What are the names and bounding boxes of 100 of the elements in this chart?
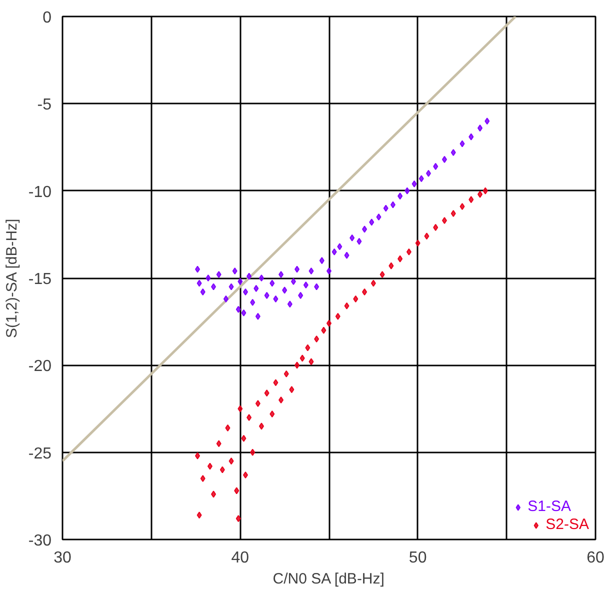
point [442, 156, 447, 163]
point [298, 292, 304, 299]
point [242, 288, 248, 296]
point [211, 283, 216, 290]
y-tick-label: 0 [42, 10, 52, 26]
point [211, 490, 216, 498]
legend-label: S1-SA [528, 498, 571, 515]
point [314, 283, 320, 290]
point [220, 466, 225, 474]
point [238, 278, 243, 285]
point [255, 312, 260, 320]
point [241, 309, 246, 316]
point [415, 240, 420, 247]
x-axis-title: C/N0 SA [dB-Hz] [272, 570, 384, 588]
point [232, 268, 238, 275]
point [335, 312, 340, 320]
point [216, 440, 222, 448]
y-tick-label: -5 [37, 96, 52, 114]
y-tick-label: -15 [28, 271, 52, 288]
point [287, 300, 292, 308]
point [398, 192, 403, 200]
point [398, 255, 403, 262]
point [482, 187, 488, 194]
point [319, 257, 324, 264]
point [207, 462, 212, 470]
point [282, 286, 288, 294]
point [255, 400, 260, 408]
point [195, 266, 200, 273]
point [270, 410, 275, 418]
point [460, 140, 465, 148]
y-axis-title: S(1,2)-SA [dB-Hz] [3, 218, 20, 338]
point [273, 295, 278, 302]
point [300, 354, 305, 362]
point [234, 487, 240, 494]
point [250, 298, 256, 306]
point [362, 226, 368, 233]
point [246, 414, 252, 421]
point [264, 292, 270, 299]
point [450, 148, 456, 156]
point [264, 390, 270, 397]
point [350, 234, 355, 242]
point [356, 238, 362, 245]
point [238, 405, 243, 412]
y-tick-label: -30 [28, 532, 52, 550]
point [246, 272, 252, 280]
point [294, 266, 300, 273]
point [406, 248, 412, 256]
point [337, 243, 342, 250]
point [242, 471, 248, 478]
point [450, 210, 456, 217]
point [308, 268, 314, 275]
point [228, 458, 234, 465]
point [258, 274, 264, 282]
point [478, 190, 483, 198]
point [294, 362, 300, 369]
point [321, 326, 326, 334]
point [426, 170, 431, 177]
point [388, 262, 394, 270]
point [290, 278, 296, 285]
y-tick-label: -25 [28, 445, 52, 462]
point [460, 203, 465, 210]
point [424, 232, 430, 240]
point [206, 274, 211, 282]
point [228, 283, 234, 290]
point [196, 512, 202, 519]
point [254, 284, 259, 292]
point [289, 386, 294, 394]
point [362, 288, 368, 296]
point [270, 280, 275, 287]
point [258, 422, 264, 430]
y-tick-label: -20 [28, 358, 52, 376]
point [196, 280, 202, 287]
point [303, 281, 308, 288]
point [433, 224, 438, 231]
point [278, 271, 284, 278]
point [284, 370, 289, 378]
point [433, 162, 438, 170]
point [216, 271, 222, 278]
point [305, 344, 310, 352]
point [273, 379, 278, 386]
point [241, 434, 246, 442]
point [223, 295, 228, 302]
point [484, 118, 490, 125]
x-tick-label: 40 [231, 550, 250, 566]
point [383, 204, 388, 212]
point [200, 474, 206, 482]
point [200, 288, 206, 296]
point [376, 213, 382, 220]
point [195, 452, 200, 460]
x-tick-label: 30 [54, 550, 72, 566]
point [353, 295, 358, 302]
point [442, 216, 447, 224]
point [236, 515, 241, 522]
point [412, 180, 417, 188]
y-tick-label: -10 [28, 184, 52, 201]
point [344, 252, 350, 259]
point [369, 218, 374, 226]
point [236, 306, 241, 313]
point [250, 448, 256, 456]
point [225, 424, 230, 432]
